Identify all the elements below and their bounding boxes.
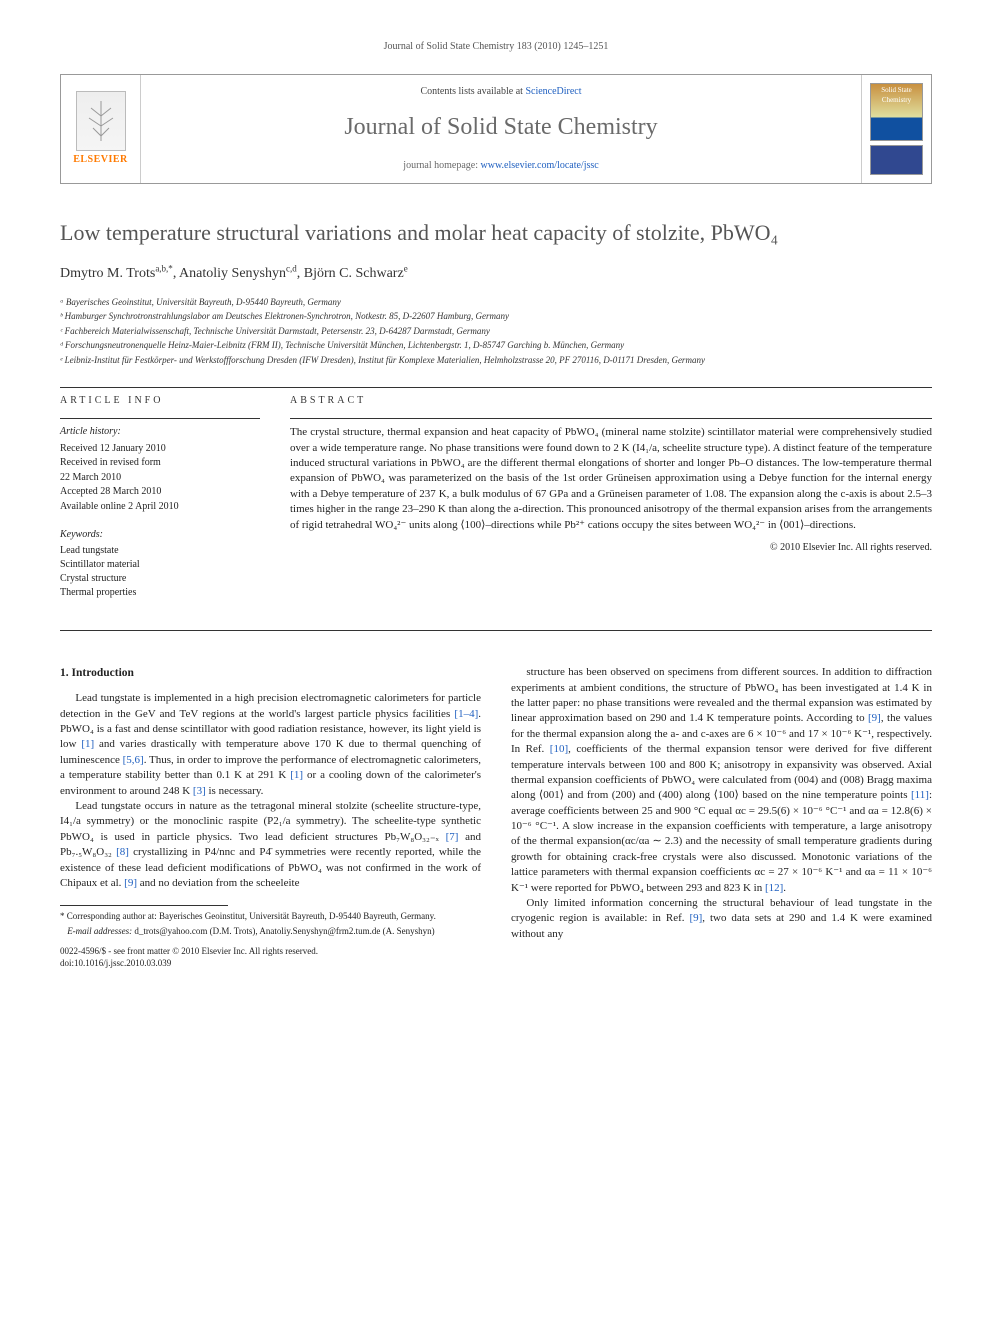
homepage-link[interactable]: www.elsevier.com/locate/jssc xyxy=(481,160,599,171)
history-line-2: Received in revised form xyxy=(60,456,260,471)
keyword-4: Thermal properties xyxy=(60,586,260,600)
divider-ai xyxy=(60,418,260,419)
affiliation-e: ᵉ Leibniz-Institut für Festkörper- und W… xyxy=(60,354,932,368)
cover-image-secondary-icon xyxy=(870,145,923,175)
article-info-heading: article info xyxy=(60,394,260,408)
email-values: d_trots@yahoo.com (D.M. Trots), Anatoliy… xyxy=(132,926,434,936)
abstract-text: The crystal structure, thermal expansion… xyxy=(290,425,932,533)
running-header: Journal of Solid State Chemistry 183 (20… xyxy=(60,40,932,54)
history-label: Article history: xyxy=(60,425,260,440)
section-1-heading: 1. Introduction xyxy=(60,665,481,681)
homepage-line: journal homepage: www.elsevier.com/locat… xyxy=(156,159,846,173)
keyword-2: Scintillator material xyxy=(60,558,260,572)
info-abstract-row: article info Article history: Received 1… xyxy=(60,394,932,600)
author-list: Dmytro M. Trotsa,b,*, Anatoliy Senyshync… xyxy=(60,264,932,284)
sciencedirect-link[interactable]: ScienceDirect xyxy=(525,86,581,97)
history-line-4: Accepted 28 March 2010 xyxy=(60,485,260,500)
body-para-4: Only limited information concerning the … xyxy=(511,896,932,942)
affiliation-b: ᵇ Hamburger Synchrotronstrahlungslabor a… xyxy=(60,310,932,324)
footnotes: * Corresponding author at: Bayerisches G… xyxy=(60,910,481,969)
elsevier-tree-icon xyxy=(76,91,126,151)
contents-prefix: Contents lists available at xyxy=(420,86,525,97)
divider-bottom xyxy=(60,630,932,631)
author-1: Dmytro M. Trotsa,b,* xyxy=(60,266,173,281)
body-para-3: structure has been observed on specimens… xyxy=(511,665,932,896)
history-block: Article history: Received 12 January 201… xyxy=(60,425,260,514)
affiliation-c: ᶜ Fachbereich Materialwissenschaft, Tech… xyxy=(60,325,932,339)
keyword-3: Crystal structure xyxy=(60,572,260,586)
front-matter-line: 0022-4596/$ - see front matter © 2010 El… xyxy=(60,945,481,957)
journal-name: Journal of Solid State Chemistry xyxy=(156,111,846,145)
email-label: E-mail addresses: xyxy=(67,926,132,936)
abstract-col: abstract The crystal structure, thermal … xyxy=(290,394,932,600)
journal-header-center: Contents lists available at ScienceDirec… xyxy=(141,75,861,183)
doi-line: doi:10.1016/j.jssc.2010.03.039 xyxy=(60,957,481,969)
body-para-1: Lead tungstate is implemented in a high … xyxy=(60,691,481,799)
homepage-prefix: journal homepage: xyxy=(403,160,480,171)
cover-image-icon: Solid State Chemistry xyxy=(870,83,923,141)
divider-abs xyxy=(290,418,932,419)
history-line-5: Available online 2 April 2010 xyxy=(60,500,260,515)
elsevier-wordmark: ELSEVIER xyxy=(73,153,128,167)
abstract-heading: abstract xyxy=(290,394,932,408)
article-title: Low temperature structural variations an… xyxy=(60,219,932,247)
contents-line: Contents lists available at ScienceDirec… xyxy=(156,85,846,99)
divider-top xyxy=(60,387,932,388)
elsevier-logo: ELSEVIER xyxy=(61,75,141,183)
history-line-1: Received 12 January 2010 xyxy=(60,442,260,457)
body-columns: 1. Introduction Lead tungstate is implem… xyxy=(60,665,932,969)
journal-cover-thumb: Solid State Chemistry xyxy=(861,75,931,183)
keyword-1: Lead tungstate xyxy=(60,544,260,558)
corresponding-author-note: * Corresponding author at: Bayerisches G… xyxy=(60,910,481,922)
body-para-2: Lead tungstate occurs in nature as the t… xyxy=(60,799,481,891)
email-addresses: E-mail addresses: d_trots@yahoo.com (D.M… xyxy=(60,925,481,937)
footnote-separator xyxy=(60,905,228,906)
article-info-col: article info Article history: Received 1… xyxy=(60,394,260,600)
history-line-3: 22 March 2010 xyxy=(60,471,260,486)
keywords-label: Keywords: xyxy=(60,528,260,542)
author-3: Björn C. Schwarze xyxy=(304,266,408,281)
author-2: Anatoliy Senyshync,d xyxy=(179,266,297,281)
keywords-block: Keywords: Lead tungstate Scintillator ma… xyxy=(60,528,260,600)
affiliation-d: ᵈ Forschungsneutronenquelle Heinz-Maier-… xyxy=(60,339,932,353)
abstract-copyright: © 2010 Elsevier Inc. All rights reserved… xyxy=(290,541,932,555)
affiliation-a: ᵃ Bayerisches Geoinstitut, Universität B… xyxy=(60,296,932,310)
affiliation-list: ᵃ Bayerisches Geoinstitut, Universität B… xyxy=(60,296,932,368)
journal-header-box: ELSEVIER Contents lists available at Sci… xyxy=(60,74,932,184)
